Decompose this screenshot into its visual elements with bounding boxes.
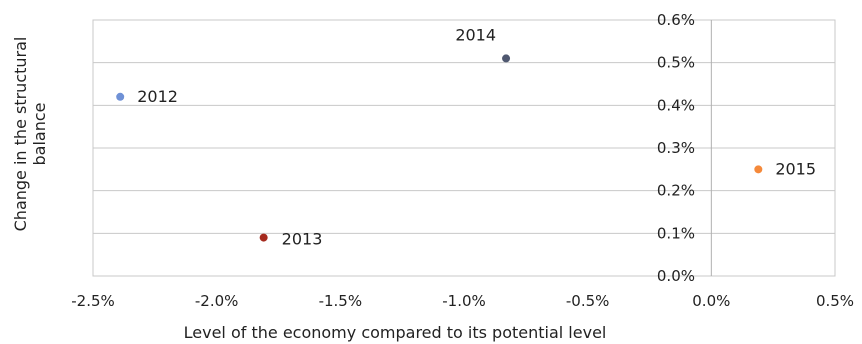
gridlines (93, 19, 835, 277)
y-tick-label: 0.0% (657, 267, 695, 285)
y-tick-label: 0.4% (657, 96, 695, 114)
data-point-2014 (502, 54, 511, 63)
plot-frame (92, 19, 836, 277)
x-tick-label: 0.0% (692, 292, 730, 310)
y-tick-label: 0.6% (657, 11, 695, 29)
x-axis-ticks: -2.5% -2.0% -1.5% -1.0% -0.5% 0.0% 0.5% (71, 292, 854, 310)
data-points (116, 54, 763, 242)
x-tick-label: -1.5% (319, 292, 363, 310)
y-tick-label: 0.2% (657, 182, 695, 200)
x-tick-label: -2.0% (195, 292, 239, 310)
data-point-2012 (116, 92, 125, 101)
x-tick-label: 0.5% (816, 292, 854, 310)
data-point-2015 (754, 165, 763, 174)
data-label-2013: 2013 (282, 230, 323, 249)
y-axis-title: Change in the structuralbalance (11, 37, 49, 232)
data-label-2015: 2015 (775, 159, 816, 178)
y-axis-ticks: 0.0% 0.1% 0.2% 0.3% 0.4% 0.5% 0.6% (657, 11, 695, 285)
y-tick-label: 0.1% (657, 224, 695, 242)
data-labels: 2012 2013 2014 2015 (137, 25, 816, 248)
y-tick-label: 0.3% (657, 139, 695, 157)
x-tick-label: -0.5% (566, 292, 610, 310)
y-axis-title-line: Change in the structural (11, 37, 30, 232)
data-label-2014: 2014 (455, 25, 496, 44)
data-point-2013 (259, 233, 268, 242)
y-tick-label: 0.5% (657, 54, 695, 72)
y-axis-title-line: balance (30, 103, 49, 166)
x-tick-label: -2.5% (71, 292, 115, 310)
data-label-2012: 2012 (137, 87, 178, 106)
x-axis-title: Level of the economy compared to its pot… (184, 323, 607, 342)
x-tick-label: -1.0% (442, 292, 486, 310)
plot-border (92, 19, 836, 277)
